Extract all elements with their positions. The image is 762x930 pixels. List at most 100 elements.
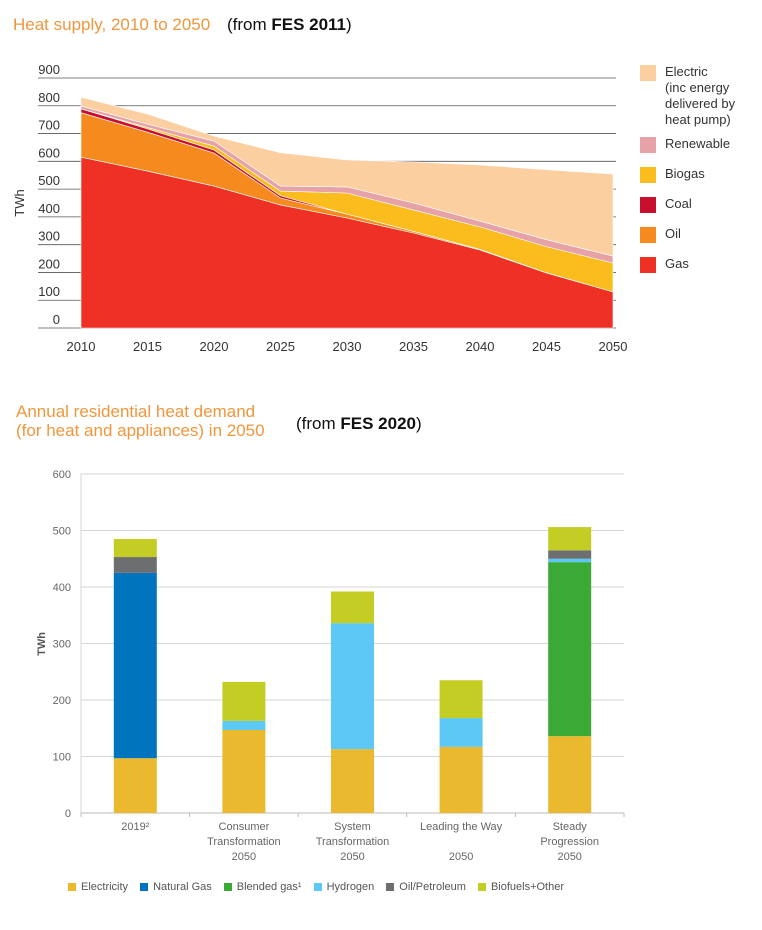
chart2-title-line1: Annual residential heat demand — [16, 402, 256, 421]
x-tick-label: 2025 — [266, 339, 295, 354]
legend-label: Biofuels+Other — [490, 881, 565, 893]
y-tick-label: 600 — [38, 145, 60, 160]
legend-label: Oil — [665, 226, 681, 241]
y-tick-label: 200 — [53, 695, 71, 707]
x-tick-label: 2050 — [557, 851, 581, 863]
y-tick-label: 0 — [65, 808, 71, 820]
bar-segment-biofuels-other — [548, 527, 592, 551]
legend-item: Hydrogen — [313, 881, 375, 893]
chart2-source-bold: FES 2020 — [340, 414, 416, 433]
bar-segment-electricity — [331, 749, 374, 813]
legend-swatch — [313, 883, 322, 891]
x-tick-label: 2019² — [121, 821, 149, 833]
legend-item-coal: Coal — [640, 196, 735, 213]
bar-segment-oil-petroleum — [113, 557, 157, 573]
legend-label: Natural Gas — [153, 881, 212, 893]
chart1-source-prefix: (from — [226, 15, 272, 34]
legend-label: Electric (inc energy delivered by heat pump… — [665, 64, 736, 127]
legend-swatch — [140, 883, 149, 891]
legend-label: Gas — [665, 256, 689, 271]
legend-swatch — [640, 257, 656, 273]
x-tick-label: Consumer — [219, 821, 270, 833]
y-tick-label: 600 — [53, 469, 71, 481]
legend-item: Blended gas¹ — [223, 881, 302, 893]
bar-segment-hydrogen — [331, 623, 374, 750]
legend-swatch — [640, 167, 656, 183]
x-tick-label: 2030 — [333, 339, 362, 354]
legend-item-biogas: Biogas — [640, 166, 735, 183]
bar-segment-natural-gas — [113, 572, 157, 759]
x-tick-label: 2050 — [599, 339, 628, 354]
y-axis-label: TWh — [36, 632, 48, 656]
legend-swatch — [640, 227, 656, 243]
chart2-title-line2: (for heat and appliances) in 2050 — [16, 421, 265, 440]
legend-label: Electricity — [81, 881, 129, 893]
chart2-source: (from FES 2020) — [296, 414, 422, 434]
legend-swatch — [640, 137, 656, 153]
chart1-source-suffix: ) — [346, 15, 352, 34]
legend-item-renewable: Renewable — [640, 136, 735, 153]
x-tick-label: 2050 — [449, 851, 473, 863]
bar-segment-biofuels-other — [439, 680, 483, 719]
chart2-title: Annual residential heat demand (for heat… — [16, 402, 265, 440]
y-tick-label: 500 — [53, 526, 71, 538]
x-tick-label: 2010 — [67, 339, 96, 354]
legend-item: Biofuels+Other — [477, 881, 565, 893]
chart1-title: Heat supply, 2010 to 2050 — [13, 15, 211, 34]
y-tick-label: 100 — [53, 752, 71, 764]
y-tick-label: 100 — [38, 284, 60, 299]
legend-label: Hydrogen — [326, 881, 375, 893]
bar-segment-blended-gas- — [548, 562, 592, 737]
legend-item: Electricity — [68, 881, 128, 893]
y-tick-label: 300 — [53, 639, 71, 651]
legend-item-oil: Oil — [640, 226, 735, 243]
chart1-area-chart: 0 100 200 300 400 500 600 700 800 900 TWh 2010 2015 2… — [12, 62, 628, 354]
legend-swatch — [68, 883, 76, 891]
x-tick-label: 2045 — [532, 339, 561, 354]
legend-swatch — [640, 65, 656, 81]
bar-segment-electricity — [439, 746, 483, 813]
bar-segment-hydrogen — [548, 558, 592, 563]
legend-item-electric: Electric (inc energy delivered by heat pump… — [640, 64, 735, 128]
bar-segment-biofuels-other — [331, 591, 374, 624]
legend-label: Oil/Petroleum — [399, 881, 466, 893]
chart2-source-prefix: (from — [296, 414, 341, 433]
y-tick-label: 900 — [38, 62, 60, 77]
x-tick-label: 2050 — [232, 851, 256, 863]
legend-swatch — [477, 883, 486, 891]
x-tick-label: Leading the Way — [420, 821, 503, 833]
chart2-legend: Electricity Natural Gas Blended gas¹ Hydrog… — [68, 881, 564, 893]
chart1-source-bold: FES 2011 — [271, 15, 347, 34]
legend-item: Oil/Petroleum — [386, 881, 466, 893]
x-tick-label: 2035 — [399, 339, 428, 354]
chart1-title-row: Heat supply, 2010 to 2050 (from FES 2011… — [13, 15, 352, 35]
chart1-legend: Electric (inc energy delivered by heat pump… — [640, 64, 735, 273]
bar-segment-electricity — [548, 736, 592, 813]
x-tick-label: Transformation — [316, 836, 390, 848]
legend-label: Coal — [665, 196, 692, 211]
bar-segment-oil-petroleum — [548, 550, 592, 559]
legend-swatch — [223, 883, 232, 891]
bar-segment-hydrogen — [439, 718, 483, 747]
bar-segment-biofuels-other — [113, 538, 157, 558]
y-tick-label: 300 — [38, 229, 60, 244]
x-tick-label: 2020 — [200, 339, 229, 354]
x-tick-label: Steady — [553, 821, 588, 833]
bar-segment-hydrogen — [222, 720, 266, 730]
chart1-source: (from FES 2011) — [227, 15, 352, 34]
x-tick-label: 2050 — [340, 851, 364, 863]
area-electric — [80, 96, 614, 257]
legend-swatch — [640, 197, 656, 213]
x-tick-label: 2015 — [133, 339, 162, 354]
legend-swatch — [386, 883, 395, 891]
y-tick-label: 500 — [38, 173, 60, 188]
legend-label: Renewable — [665, 136, 731, 151]
y-tick-label: 800 — [38, 90, 60, 105]
legend-label: Biogas — [665, 166, 705, 181]
x-tick-label: Transformation — [207, 836, 281, 848]
x-tick-label: System — [334, 821, 371, 833]
y-tick-label: 400 — [53, 582, 71, 594]
bar-segment-electricity — [113, 758, 157, 813]
y-tick-label: 400 — [38, 201, 60, 216]
